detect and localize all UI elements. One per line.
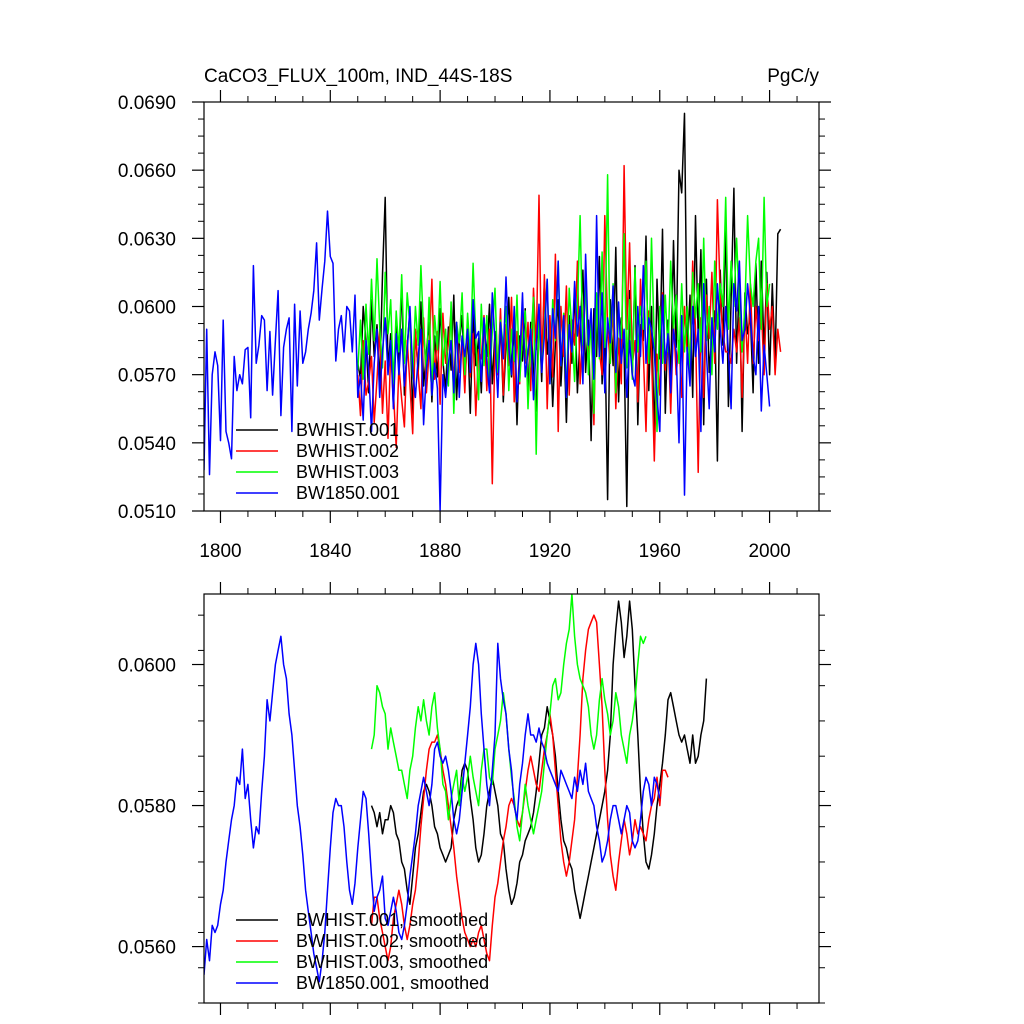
bottom-axes: 0.0560 0.0580 0.0600 (118, 582, 831, 1015)
top-ytick-label-0: 0.0510 (118, 502, 176, 523)
top-legend-label-4: BW1850.001 (296, 483, 400, 503)
top-xtick-label-1960: 1960 (639, 541, 681, 562)
top-ytick-label-3: 0.0600 (118, 298, 176, 319)
top-axes: 1800 1840 1880 1920 1960 2000 0.0510 0.0540 0.05… (118, 90, 831, 562)
top-ytick-label-4: 0.0630 (118, 229, 176, 250)
bottom-legend-label-4: BW1850.001, smoothed (296, 973, 489, 993)
top-ytick-label-2: 0.0570 (118, 366, 176, 387)
top-panel-title: CaCO3_FLUX_100m, IND_44S-18S (204, 66, 512, 87)
top-ytick-label-1: 0.0540 (118, 434, 176, 455)
bottom-series-line-2 (370, 614, 669, 962)
top-ytick-label-5: 0.0660 (118, 161, 176, 182)
top-legend-label-3: BWHIST.003 (296, 462, 399, 482)
bottom-series-line-4 (204, 635, 661, 983)
bottom-ytick-label-0: 0.0560 (118, 938, 176, 959)
bottom-plot-frame (203, 593, 820, 1004)
bottom-series-group (204, 594, 708, 983)
top-ytick-label-6: 0.0690 (118, 93, 176, 114)
top-panel-units: PgC/y (767, 66, 819, 87)
top-xtick-label-1800: 1800 (199, 541, 241, 562)
top-xtick-label-1920: 1920 (529, 541, 571, 562)
top-series-line-4 (204, 210, 771, 511)
top-legend-label-1: BWHIST.001 (296, 420, 399, 440)
bottom-legend-label-3: BWHIST.003, smoothed (296, 952, 488, 972)
top-xtick-label-2000: 2000 (748, 541, 790, 562)
bottom-legend-label-1: BWHIST.001, smoothed (296, 910, 488, 930)
top-xtick-label-1880: 1880 (419, 541, 461, 562)
top-plot-frame (203, 101, 820, 512)
top-xtick-label-1840: 1840 (309, 541, 351, 562)
top-series-group (204, 112, 782, 511)
bottom-series-line-1 (370, 600, 708, 920)
bottom-ytick-label-2: 0.0600 (118, 656, 176, 677)
bottom-legend-label-2: BWHIST.002, smoothed (296, 931, 488, 951)
top-legend-label-2: BWHIST.002 (296, 441, 399, 461)
bottom-ytick-label-1: 0.0580 (118, 797, 176, 818)
top-panel-raw: CaCO3_FLUX_100m, IND_44S-18S PgC/y 1800 1… (118, 66, 831, 562)
